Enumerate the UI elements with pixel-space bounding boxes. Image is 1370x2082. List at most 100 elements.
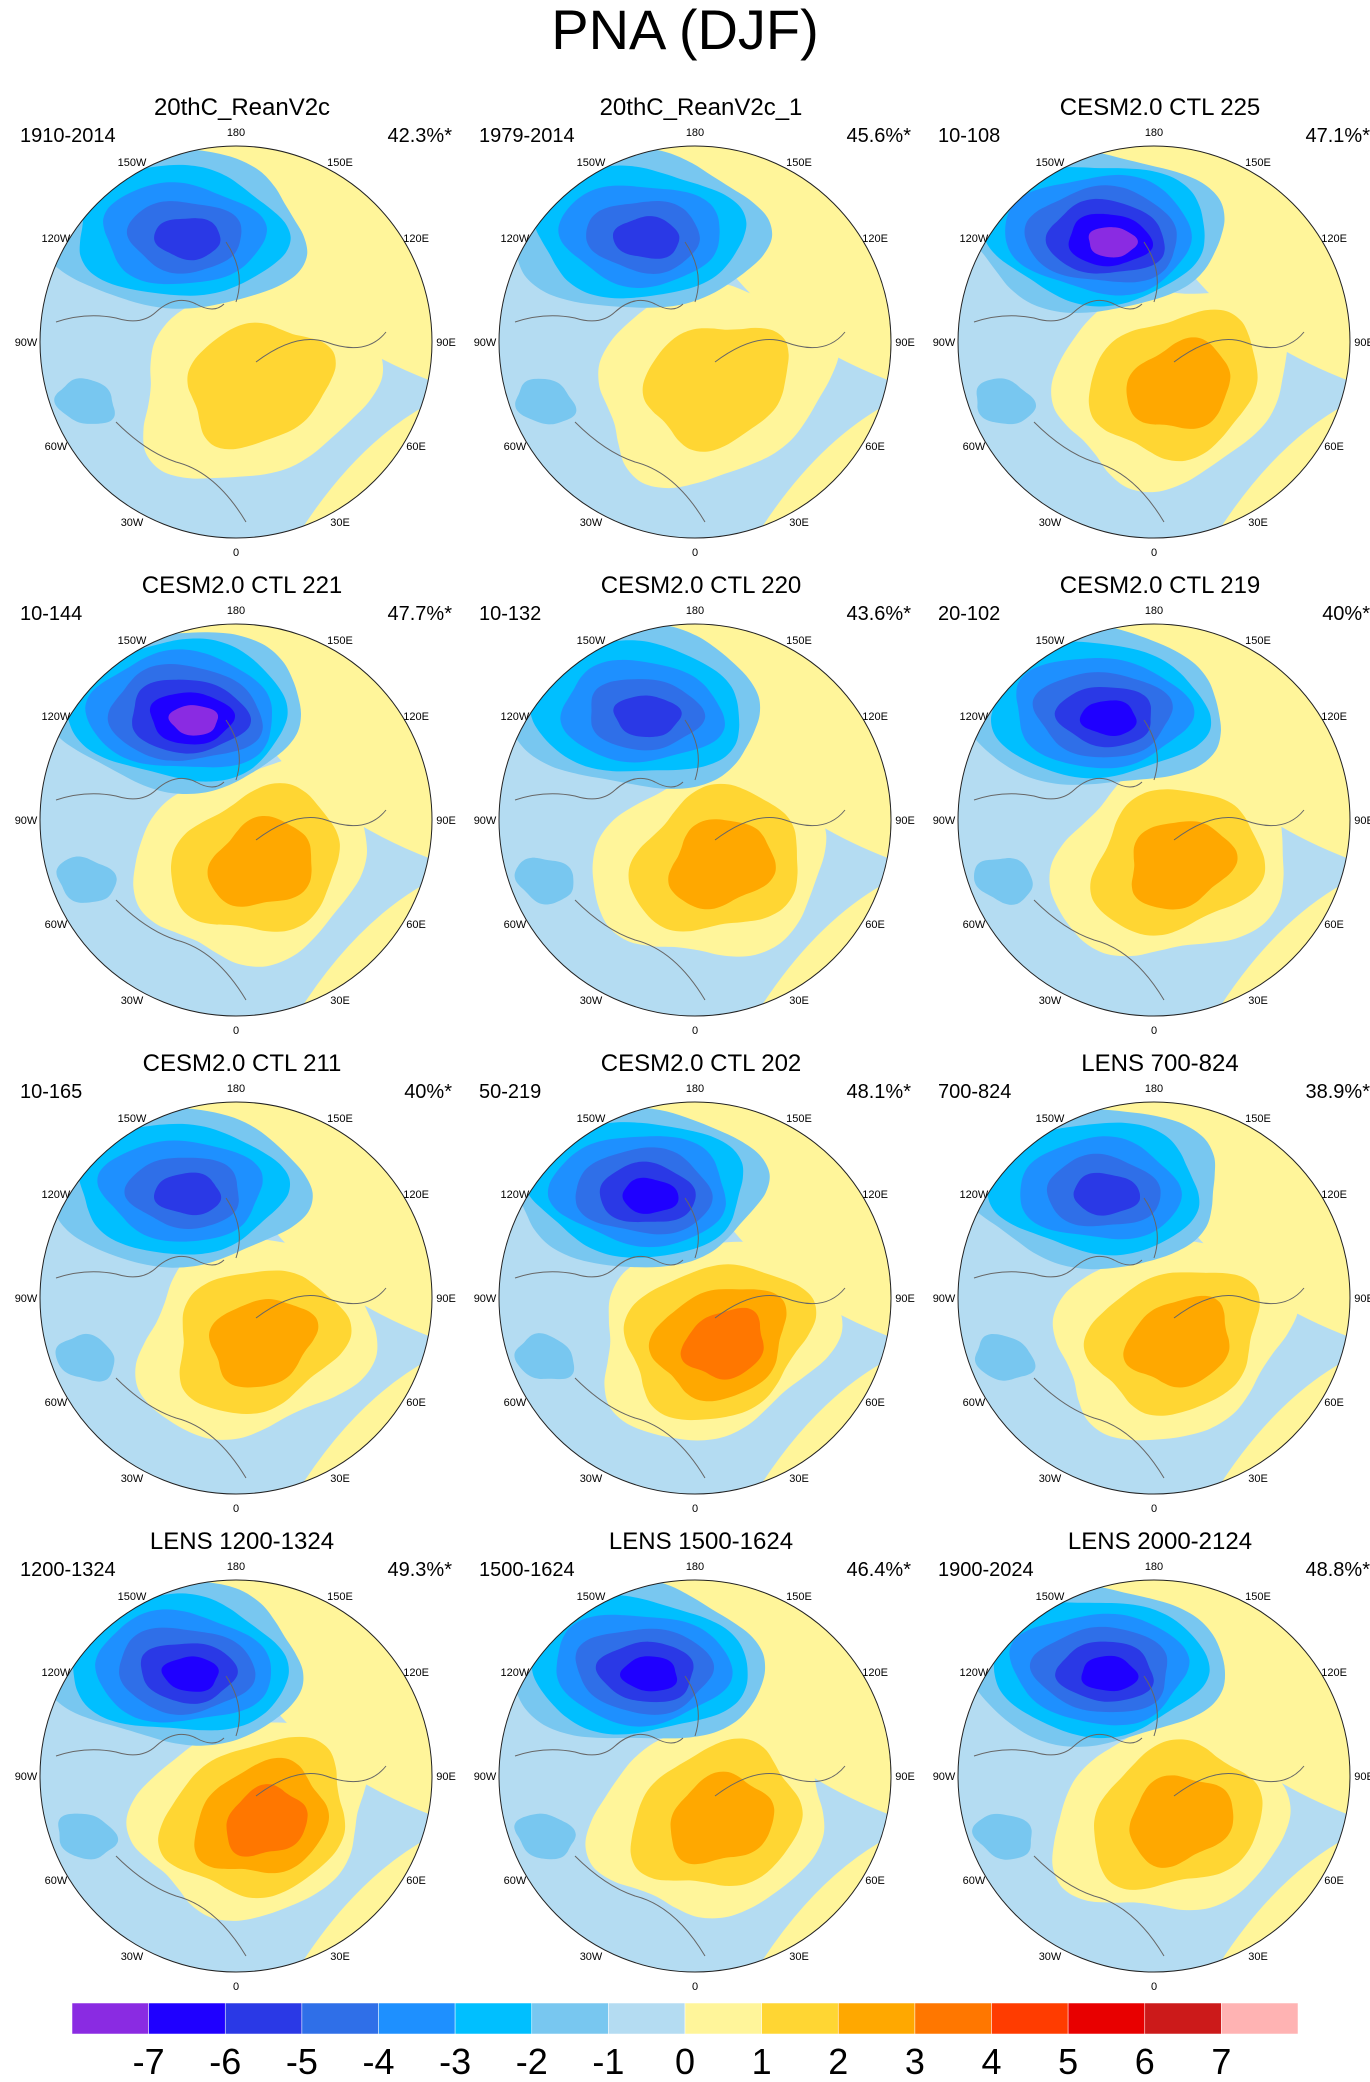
longitude-label: 180 [1145,1083,1163,1095]
colorbar-label: 6 [1135,2041,1155,2082]
longitude-label: 120E [862,711,888,723]
colorbar-label: 1 [752,2041,772,2082]
longitude-label: 30E [1248,517,1268,529]
longitude-label: 150W [577,157,606,169]
longitude-label: 90E [436,1771,456,1783]
contour-band-negative [613,695,682,738]
longitude-label: 150E [327,1113,353,1125]
longitude-label: 150W [118,157,147,169]
contour-band-negative [974,858,1033,905]
longitude-label: 90E [1354,337,1370,349]
contour-band-positive [226,1784,308,1857]
coastline [55,1197,387,1479]
longitude-label: 180 [227,1083,245,1095]
map-panel: LENS 700-824 700-824 38.9%* 180 150E 120E 90E 6… [932,1050,1370,1520]
colorbar-label: 0 [675,2041,695,2082]
panel-variance: 47.7%* [387,603,453,625]
contour-band-negative [56,856,117,903]
longitude-label: 0 [233,547,239,559]
coastline [55,1675,387,1957]
colorbar-swatch [608,2002,686,2035]
colorbar-swatch [71,2002,149,2035]
map-boundary [39,623,433,1017]
longitude-label: 90W [15,1771,38,1783]
longitude-label: 150W [577,635,606,647]
panel-variance: 45.6%* [846,125,912,147]
longitude-label: 30W [580,995,603,1007]
longitude-label: 30W [1039,517,1062,529]
polar-map: 180 150E 120E 90E 60E 30E 0 30W 60W 90W 120W 150W [933,127,1370,559]
longitude-label: 60E [865,441,885,453]
panel-title: 20thC_ReanV2c [153,94,331,121]
panel-variance: 40%* [1322,603,1370,625]
longitude-label: 60W [963,1397,986,1409]
longitude-label: 60W [963,441,986,453]
longitude-label: 30E [330,995,350,1007]
longitude-label: 30E [789,1473,809,1485]
colorbar-label: -2 [516,2041,548,2082]
longitude-label: 60W [45,919,68,931]
longitude-label: 150E [1245,1591,1271,1603]
panel-variance: 48.1%* [846,1081,912,1103]
polar-map: 180 150E 120E 90E 60E 30E 0 30W 60W 90W 120W 150W [474,1083,915,1515]
longitude-label: 30W [121,1473,144,1485]
longitude-label: 120W [501,711,530,723]
polar-map: 180 150E 120E 90E 60E 30E 0 30W 60W 90W 120W 150W [15,1561,456,1993]
longitude-label: 150W [577,1591,606,1603]
longitude-label: 90W [474,815,497,827]
longitude-label: 180 [686,127,704,139]
longitude-label: 120W [501,1667,530,1679]
longitude-label: 180 [686,1561,704,1573]
contour-band-negative [515,378,577,425]
longitude-label: 0 [1151,1981,1157,1993]
panel-period: 1979-2014 [479,125,575,147]
longitude-label: 0 [233,1981,239,1993]
longitude-label: 30W [1039,995,1062,1007]
panel-title: LENS 1200-1324 [149,1528,335,1555]
longitude-label: 120W [42,711,71,723]
map-panel: CESM2.0 CTL 220 10-132 43.6%* 180 150E 120E 90… [473,572,929,1042]
colorbar-label: 3 [905,2041,925,2082]
longitude-label: 90W [474,1293,497,1305]
contour-band-negative [54,378,115,424]
longitude-label: 30E [330,517,350,529]
colorbar-swatch [1144,2002,1222,2035]
longitude-label: 180 [1145,127,1163,139]
polar-map: 180 150E 120E 90E 60E 30E 0 30W 60W 90W 120W 150W [933,1083,1370,1515]
contour-band-negative [168,705,219,736]
longitude-label: 60W [504,1397,527,1409]
longitude-label: 60E [406,919,426,931]
contour-band-negative [58,1813,119,1860]
map-boundary [957,1579,1351,1973]
map-boundary [957,623,1351,1017]
longitude-label: 90W [15,1293,38,1305]
map-panel: LENS 2000-2124 1900-2024 48.8%* 180 150E 120E… [932,1528,1370,1998]
colorbar-label: 5 [1058,2041,1078,2082]
panel-period: 10-144 [20,603,83,625]
longitude-label: 150W [118,635,147,647]
longitude-label: 30E [330,1951,350,1963]
polar-map: 180 150E 120E 90E 60E 30E 0 30W 60W 90W 120W 150W [15,605,456,1037]
map-panel: CESM2.0 CTL 219 20-102 40%* 180 150E 120E 90E 6… [932,572,1370,1042]
longitude-label: 30W [1039,1473,1062,1485]
longitude-label: 60E [865,1875,885,1887]
panel-title: CESM2.0 CTL 219 [1059,572,1261,599]
longitude-label: 150W [118,1113,147,1125]
longitude-label: 120W [960,233,989,245]
colorbar-label: 2 [828,2041,848,2082]
map-boundary [498,1101,892,1495]
contour-band-positive [187,322,336,450]
longitude-label: 90E [1354,1293,1370,1305]
longitude-label: 150W [1036,1113,1065,1125]
panel-title: CESM2.0 CTL 225 [1059,94,1261,121]
longitude-label: 60W [963,919,986,931]
contour-band-negative [161,1656,219,1692]
polar-map: 180 150E 120E 90E 60E 30E 0 30W 60W 90W 120W 150W [474,1561,915,1993]
colorbar-label: 7 [1211,2041,1231,2082]
longitude-label: 30W [121,517,144,529]
longitude-label: 120E [403,233,429,245]
panel-period: 1910-2014 [20,125,116,147]
longitude-label: 120W [960,1667,989,1679]
